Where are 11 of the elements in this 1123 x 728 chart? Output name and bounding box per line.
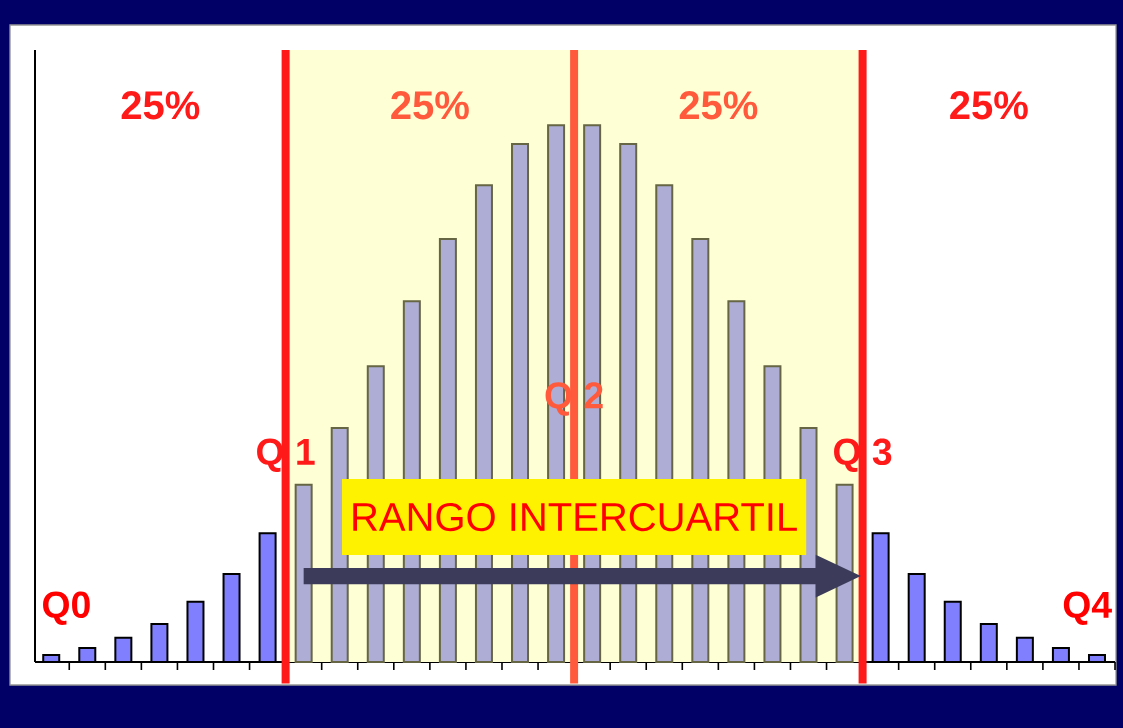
text: 25%	[391, 91, 469, 120]
bar	[294, 483, 313, 663]
text: 25%	[121, 91, 200, 120]
annotation: Q0	[43, 591, 90, 626]
text: 25%	[950, 91, 1028, 120]
text: 25%	[679, 91, 758, 120]
annotation: Q4	[1063, 591, 1112, 626]
bar	[835, 483, 854, 663]
annotation: Q 1	[257, 438, 315, 473]
annotation: RANGO INTERCUARTIL	[353, 502, 797, 532]
annotation: Q 3	[834, 438, 892, 473]
